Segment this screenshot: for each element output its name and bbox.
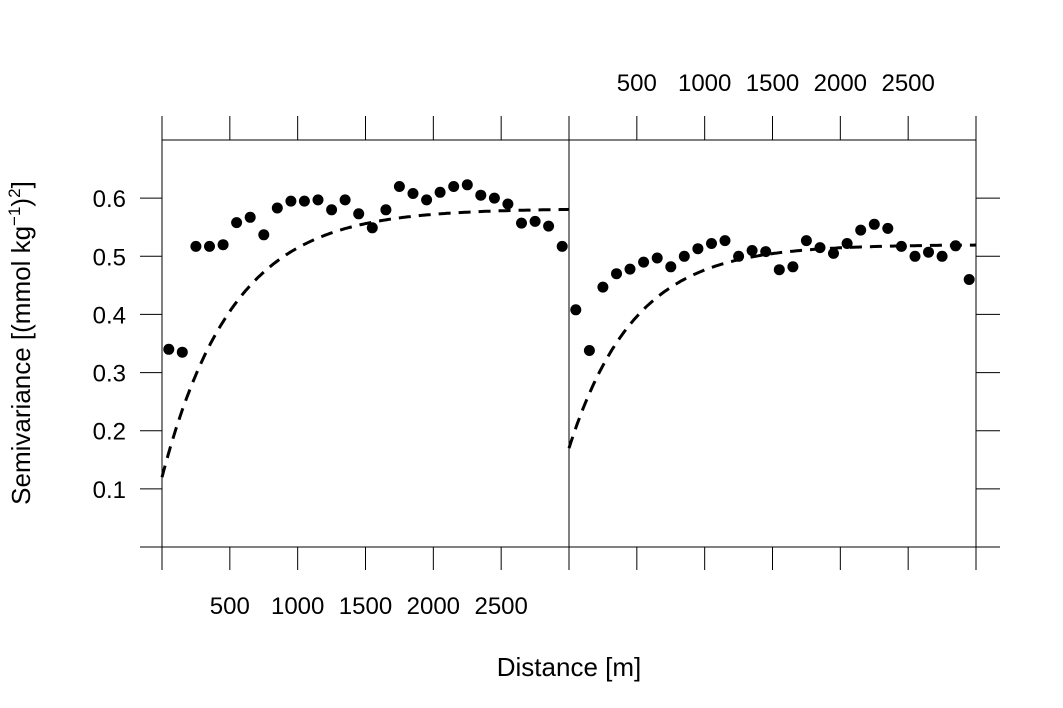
x-tick-label: 1500 (746, 70, 799, 97)
data-point (624, 263, 636, 275)
fitted-models (160, 207, 977, 478)
data-point (176, 346, 188, 358)
data-point (312, 194, 324, 206)
data-point (353, 208, 365, 220)
x-tick-label: 1500 (339, 593, 392, 620)
x-tick-label: 2500 (474, 593, 527, 620)
data-point (461, 179, 473, 191)
y-tick-label: 0.1 (93, 477, 126, 504)
x-tick-label: 500 (617, 70, 657, 97)
x-tick-label: 1000 (678, 70, 731, 97)
data-point (638, 256, 650, 268)
data-point (950, 240, 962, 252)
data-point (204, 240, 215, 252)
x-tick-label: 500 (210, 593, 250, 620)
data-point (678, 250, 690, 262)
data-point (244, 211, 256, 223)
x-tick-label: 2500 (881, 70, 934, 97)
data-point (529, 215, 541, 227)
data-point (814, 242, 826, 254)
x-tick-label: 1000 (271, 593, 324, 620)
data-point (760, 246, 772, 258)
x-axis-label: Distance [m] (497, 652, 642, 682)
y-tick-label: 0.3 (93, 361, 126, 388)
data-point (190, 240, 202, 252)
data-point (163, 343, 175, 355)
data-point (258, 229, 270, 241)
data-points (163, 179, 975, 358)
data-point (800, 235, 812, 247)
x-tick-label: 2000 (407, 593, 460, 620)
data-point (923, 246, 934, 258)
fitted-curve (160, 207, 570, 478)
y-axis-label: Semivariance [(mmol kg−1)2] (5, 181, 36, 505)
data-point (488, 192, 500, 204)
data-point (882, 222, 894, 234)
y-axis-label-sup1: −1 (5, 207, 24, 226)
data-point (706, 238, 717, 249)
y-tick-label: 0.4 (93, 302, 126, 329)
y-axis-label-sup2: 2 (5, 188, 24, 197)
data-point (909, 250, 921, 262)
y-axis-label-end: ] (6, 181, 36, 188)
data-point (366, 222, 378, 234)
tick-labels: 0.1 0.2 0.3 0.4 0.5 0.6 500 1000 1500 2000 2500 500… (93, 70, 935, 620)
data-point (719, 235, 731, 247)
data-point (963, 274, 975, 285)
data-point (217, 239, 229, 251)
data-point (556, 240, 568, 252)
panel-frames (161, 139, 977, 548)
data-point (475, 189, 487, 201)
data-point (298, 195, 310, 207)
data-point (339, 194, 351, 206)
data-point (326, 204, 338, 216)
data-point (895, 240, 907, 252)
data-point (868, 218, 880, 230)
data-point (271, 202, 283, 214)
y-tick-label: 0.6 (93, 186, 126, 213)
data-point (448, 181, 460, 192)
data-point (583, 345, 595, 356)
data-point (692, 243, 704, 255)
y-tick-label: 0.5 (93, 244, 126, 271)
data-point (651, 252, 663, 264)
data-point (285, 195, 297, 207)
data-point (434, 186, 446, 198)
data-point (828, 247, 839, 259)
data-point (231, 217, 243, 229)
data-point (936, 250, 948, 262)
data-point (773, 264, 785, 276)
data-point (380, 204, 392, 216)
data-point (407, 188, 419, 199)
data-point (746, 245, 758, 256)
axis-ticks (140, 116, 1000, 570)
y-axis-label-mid: ) (6, 198, 36, 207)
data-point (543, 220, 555, 232)
data-point (665, 261, 677, 273)
data-point (855, 224, 867, 236)
data-point (841, 238, 853, 249)
y-tick-label: 0.2 (93, 419, 126, 446)
data-point (502, 198, 514, 210)
data-point (393, 181, 405, 192)
data-point (516, 217, 527, 229)
data-point (570, 304, 582, 316)
data-point (597, 281, 609, 293)
data-point (733, 250, 745, 262)
y-axis-label-main: Semivariance [(mmol kg (6, 226, 36, 505)
data-point (787, 261, 799, 273)
fitted-curve (567, 243, 977, 449)
data-point (611, 268, 622, 280)
data-point (421, 194, 433, 206)
x-tick-label: 2000 (814, 70, 867, 97)
